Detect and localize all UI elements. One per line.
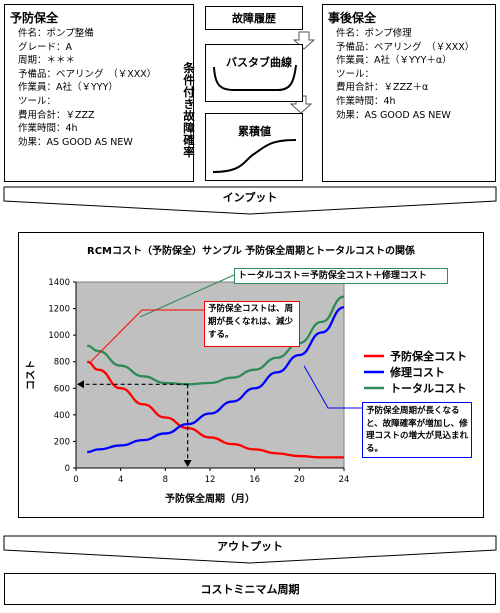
preventive-detail-line: 予備品：ベアリング （￥XXX） [18, 68, 157, 80]
chart-title: RCMコスト（予防保全）サンプル 予防保全周期とトータルコストの関係 [87, 244, 415, 257]
x-tick-label: 4 [118, 475, 123, 485]
input-label: インプット [223, 190, 278, 204]
repair-cost-callout: 予防保全周期が長くなると、故障確率が増加し、修理コストの増大が見込まれる。 [362, 402, 472, 458]
corrective-maintenance-details: 件名：ポンプ修理予備品：ベアリング （￥XXX） 作業員：A社（￥YYY＋α） ツー… [336, 27, 495, 122]
cumulative-label: 累積値 [238, 125, 271, 138]
cumulative-curve-icon [212, 139, 297, 173]
down-arrow-1 [292, 31, 316, 50]
x-tick-label: 20 [294, 475, 305, 485]
bathtub-curve-panel: バスタブ曲線 [205, 44, 303, 102]
cost-minimum-period-label: コストミニマム周期 [200, 583, 300, 596]
output-banner: アウトプット [3, 535, 497, 564]
y-tick-label: 800 [54, 358, 70, 368]
preventive-cost-callout: 予防保全コストは、周期が長くなれは、減少する。 [204, 301, 300, 347]
corrective-detail-line: 費用合計：￥ZZZ＋α [336, 82, 429, 94]
repair-callout-leader [303, 365, 362, 409]
preventive-detail-line: ツール： [18, 95, 57, 107]
y-tick-label: 1000 [48, 331, 70, 341]
legend-label: 修理コスト [389, 365, 445, 379]
preventive-maintenance-box: 予防保全 件名：ポンプ整備 グレード：A 周期：＊＊＊ 予備品：ベアリング （￥XXX… [4, 4, 194, 182]
y-tick-label: 0 [65, 464, 70, 474]
x-axis-label: 予防保全周期（月） [165, 492, 255, 505]
preventive-detail-line: 費用合計：￥ZZZ [18, 109, 95, 121]
preventive-maintenance-details: 件名：ポンプ整備 グレード：A 周期：＊＊＊ 予備品：ベアリング （￥XXX） 作業員：… [18, 27, 193, 149]
corrective-maintenance-box: 事後保全 件名：ポンプ修理予備品：ベアリング （￥XXX） 作業員：A社（￥YYY… [322, 4, 496, 182]
legend-label: トータルコスト [390, 382, 467, 395]
legend-label: 予防保全コスト [390, 349, 467, 363]
y-tick-label: 400 [54, 411, 70, 421]
x-tick-label: 0 [73, 475, 78, 485]
cumulative-panel: 累積値 [205, 113, 303, 181]
y-tick-label: 1200 [48, 305, 70, 315]
x-tick-label: 24 [339, 475, 350, 485]
x-tick-label: 12 [205, 475, 216, 485]
corrective-detail-line: 件名：ポンプ修理 [336, 28, 412, 39]
preventive-detail-line: グレード：A [18, 41, 72, 53]
repair-cost-line [87, 306, 345, 454]
x-tick-label: 16 [249, 475, 260, 485]
bathtub-curve-icon [213, 64, 297, 91]
preventive-cost-line [86, 360, 345, 459]
preventive-maintenance-title: 予防保全 [10, 11, 59, 25]
y-tick-label: 600 [54, 384, 70, 394]
corrective-detail-line: 効果：AS GOOD AS NEW [336, 109, 451, 121]
corrective-detail-line: 作業時間：4h [336, 95, 396, 107]
corrective-maintenance-title: 事後保全 [328, 11, 377, 25]
preventive-detail-line: 周期：＊＊＊ [18, 55, 76, 67]
corrective-detail-line: 予備品：ベアリング （￥XXX） [336, 41, 475, 53]
conditional-failure-probability-label: 条件付き故障確率 [182, 62, 196, 158]
preventive-callout-leader [89, 309, 204, 364]
corrective-detail-line: 作業員：A社（￥YYY＋α） [336, 55, 452, 67]
optimum-period-arrowhead [183, 460, 192, 467]
y-axis-label: コスト [25, 360, 37, 390]
preventive-detail-line: 作業時間：4h [18, 123, 78, 135]
x-tick-label: 8 [163, 475, 168, 485]
failure-history-header: 故障履歴 [205, 6, 303, 30]
output-label: アウトプット [217, 539, 283, 553]
optimum-cost-arrowhead [77, 380, 84, 389]
total-cost-callout: トータルコスト＝予防保全コスト＋修理コスト [234, 268, 448, 284]
y-tick-label: 200 [54, 437, 70, 447]
failure-history-label: 故障履歴 [232, 12, 276, 25]
preventive-detail-line: 作業員：A社（￥YYY） [18, 82, 118, 94]
input-banner: インプット [3, 186, 497, 215]
bathtub-curve-label: バスタブ曲線 [226, 56, 292, 69]
preventive-detail-line: 件名：ポンプ整備 [18, 28, 94, 39]
y-tick-label: 1400 [48, 278, 70, 288]
preventive-detail-line: 効果：AS GOOD AS NEW [18, 136, 133, 148]
cost-minimum-period-box: コストミニマム周期 [4, 573, 496, 605]
corrective-detail-line: ツール： [336, 68, 375, 80]
